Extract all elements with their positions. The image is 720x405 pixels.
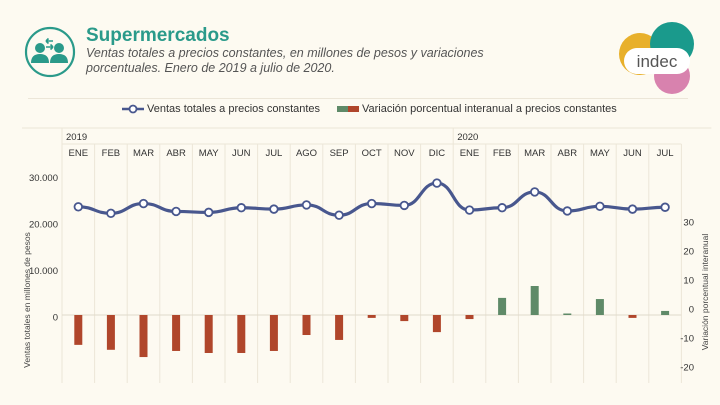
month-label: JUL (265, 148, 282, 159)
bar-5 (237, 315, 246, 353)
right-axis-tick: 0 (689, 305, 694, 316)
month-label: JUN (232, 148, 251, 159)
bar-series (74, 286, 670, 358)
line-point-10 (399, 200, 409, 211)
line-point-15 (562, 206, 572, 216)
month-label: MAR (524, 148, 545, 159)
line-point-13 (497, 203, 507, 213)
line-point-7 (301, 200, 312, 210)
month-label: ENE (69, 148, 89, 159)
month-label: ABR (558, 148, 578, 159)
legend-line-label: Ventas totales a precios constantes (147, 103, 321, 115)
month-label: NOV (394, 148, 415, 159)
legend-bar-label: Variación porcentual interanual a precio… (362, 103, 617, 115)
bar-0 (74, 315, 83, 345)
month-label: MAY (590, 148, 611, 159)
line-point-4 (203, 207, 214, 218)
month-label: MAR (133, 148, 154, 159)
line-point-5 (236, 203, 246, 213)
month-label: FEB (493, 148, 511, 159)
line-point-9 (367, 198, 377, 209)
month-label: ENE (460, 148, 480, 159)
bar-16 (595, 299, 604, 315)
line-point-11 (432, 178, 442, 188)
chart-legend: Ventas totales a precios constantes Vari… (0, 103, 720, 121)
bar-4 (204, 315, 213, 353)
line-point-2 (138, 198, 149, 209)
left-axis-tick: 0 (53, 313, 58, 324)
line-point-16 (595, 201, 605, 212)
line-point-8 (334, 210, 344, 220)
bar-2 (139, 315, 148, 358)
month-label: JUN (623, 148, 642, 159)
line-series (73, 178, 670, 220)
bar-8 (335, 315, 344, 340)
header: Supermercados Ventas totales a precios c… (0, 0, 720, 100)
right-axis-tick: 10 (683, 276, 694, 287)
bar-7 (302, 315, 311, 336)
left-axis-tick: 30.000 (29, 173, 58, 184)
right-axis-tick: 30 (683, 218, 694, 229)
people-exchange-icon (24, 26, 76, 78)
legend-bar-swatch-icon (337, 106, 359, 112)
line-point-12 (464, 205, 475, 215)
bar-17 (628, 315, 637, 318)
month-label: JUL (657, 148, 674, 159)
bar-9 (367, 315, 376, 318)
page-subtitle: Ventas totales a precios constantes, en … (86, 46, 484, 75)
month-label: ABR (166, 148, 186, 159)
bar-12 (465, 315, 474, 320)
legend-line-marker-icon (122, 104, 144, 114)
left-axis-tick: 10.000 (29, 266, 58, 277)
line-point-6 (269, 204, 279, 214)
month-label: DIC (429, 148, 446, 159)
logo-text: indec (637, 52, 678, 71)
year-label: 2019 (66, 132, 87, 143)
right-axis-tick: 20 (683, 247, 694, 258)
legend-item-bar: Variación porcentual interanual a precio… (337, 103, 617, 115)
line-point-14 (530, 187, 540, 197)
bar-6 (269, 315, 278, 351)
right-axis-tick: -20 (680, 363, 694, 374)
left-axis-tick: 20.000 (29, 220, 58, 231)
page-title: Supermercados (86, 25, 230, 46)
bar-1 (106, 315, 115, 350)
line-point-1 (106, 208, 116, 219)
line-point-18 (660, 202, 670, 212)
month-label: FEB (102, 148, 120, 159)
month-label: SEP (330, 148, 349, 159)
axis-labels: 2019 2020 ENE FEB MAR ABR MAY JUN JUL AGO SEP OCT NO… (22, 132, 710, 374)
bar-18 (661, 310, 670, 315)
right-axis-title: Variación porcentual interanual (700, 234, 710, 351)
line-point-3 (171, 206, 181, 217)
legend-item-line: Ventas totales a precios constantes (122, 103, 320, 115)
month-label: OCT (362, 148, 382, 159)
month-label: MAY (199, 148, 220, 159)
bar-15 (563, 313, 572, 315)
bar-14 (530, 286, 539, 315)
bar-11 (432, 315, 441, 333)
line-point-0 (73, 202, 83, 212)
month-label: AGO (296, 148, 317, 159)
bar-3 (172, 315, 181, 351)
bar-13 (498, 297, 507, 315)
bar-10 (400, 315, 409, 322)
line-point-17 (627, 204, 638, 214)
left-axis-title: Ventas totales en millones de pesos (22, 232, 32, 368)
right-axis-tick: -10 (680, 334, 694, 345)
year-label: 2020 (457, 132, 478, 143)
indec-logo: indec (619, 22, 694, 94)
header-divider (28, 98, 688, 99)
grid-lines (22, 127, 712, 383)
